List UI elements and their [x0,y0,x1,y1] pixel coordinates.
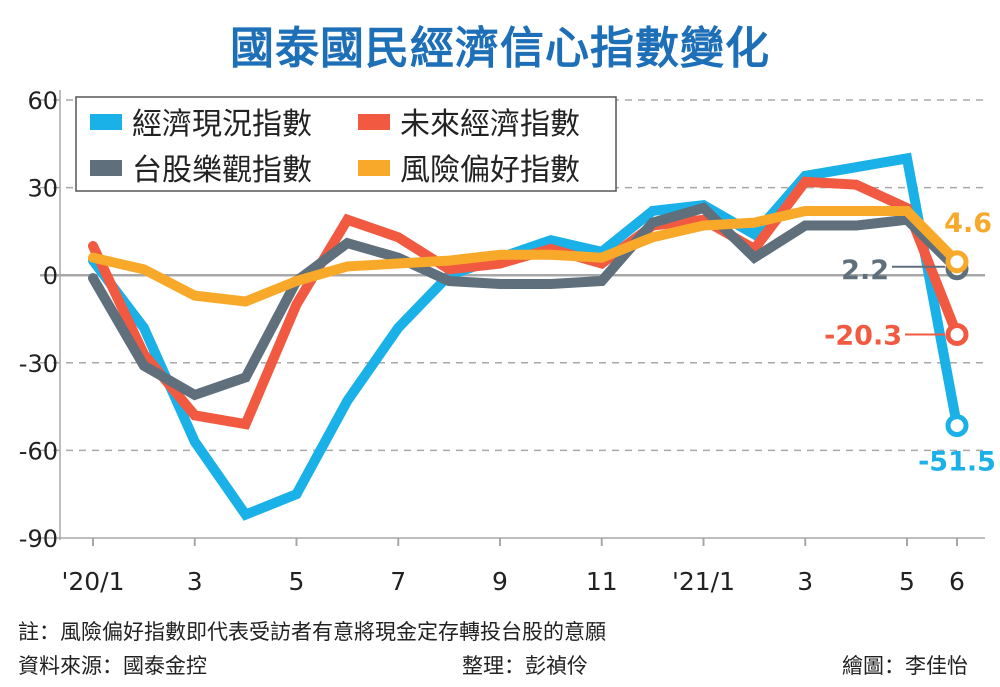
legend-box [75,96,617,192]
y-tick-label: 60 [27,87,58,115]
artist-credit: 繪圖：李佳怡 [842,654,968,678]
legend-swatch [358,114,390,130]
legend-swatch [90,160,122,176]
x-tick-label: 3 [797,567,813,596]
legend-label: 風險偏好指數 [400,153,580,188]
editor-credit: 整理：彭禎伶 [462,654,588,678]
y-tick-label: -30 [19,350,58,378]
legend-label: 未來經濟指數 [400,107,580,142]
y-tick-label: -60 [19,437,58,465]
x-tick-label: 11 [586,567,618,596]
x-tick-label: 5 [899,567,915,596]
x-tick-label: 5 [289,567,305,596]
footnote: 註：風險偏好指數即代表受訪者有意將現金定存轉投台股的意願 [18,620,606,644]
end-marker [945,322,969,346]
series-line-經濟現況指數 [88,152,962,521]
x-tick-label: 9 [492,567,508,596]
x-tick-label: '20/1 [61,567,124,596]
x-tick-label: 7 [390,567,406,596]
legend-swatch [90,114,122,130]
chart-title: 國泰國民經濟信心指數變化 [230,23,770,74]
y-tick-label: 30 [27,175,58,203]
x-tick-label: 6 [949,567,965,596]
series-line-風險偏好指數 [88,205,962,307]
x-tick-label: '21/1 [672,567,735,596]
end-value-label: 4.6 [944,208,992,239]
y-tick-label: 0 [43,262,58,290]
source-credit: 資料來源：國泰金控 [18,654,207,678]
end-marker [945,414,969,438]
end-marker [945,250,969,274]
end-value-label: -51.5 [918,447,996,478]
end-value-label: 2.2 [841,255,889,286]
legend-label: 台股樂觀指數 [132,153,312,188]
x-tick-label: 3 [187,567,203,596]
legend-swatch [358,160,390,176]
y-tick-label: -90 [19,525,58,553]
end-value-label: -20.3 [824,320,902,351]
legend-label: 經濟現況指數 [132,107,312,142]
series-line-台股樂觀指數 [88,202,962,401]
